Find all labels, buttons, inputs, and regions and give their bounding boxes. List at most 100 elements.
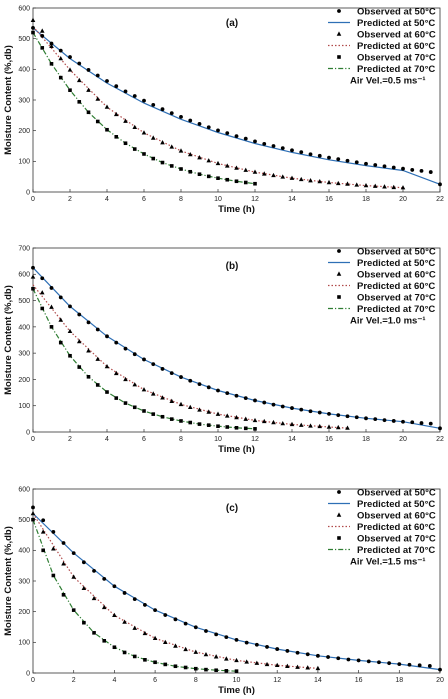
data-point	[169, 417, 174, 421]
data-point	[243, 416, 249, 421]
y-tick-label: 200	[18, 128, 30, 135]
data-point	[410, 420, 415, 425]
data-point	[336, 656, 341, 661]
data-point	[86, 110, 91, 115]
data-point	[49, 325, 54, 329]
x-tick-label: 20	[436, 677, 444, 684]
data-point	[151, 412, 156, 416]
y-tick-label: 100	[18, 403, 30, 410]
data-point	[326, 424, 332, 429]
legend-entry: Observed at 70°C	[357, 292, 436, 303]
data-point	[163, 662, 168, 667]
data-point	[290, 148, 294, 153]
x-tick-label: 12	[273, 677, 281, 684]
data-point	[382, 184, 387, 189]
data-point	[280, 174, 286, 179]
data-point	[327, 155, 331, 160]
data-point	[224, 163, 230, 168]
data-point	[326, 179, 332, 185]
data-point	[113, 370, 119, 376]
plot-area-frame	[32, 247, 441, 433]
legend-marker	[337, 249, 341, 253]
data-point	[354, 160, 359, 165]
data-point	[31, 517, 35, 522]
data-point	[215, 160, 221, 166]
data-point	[169, 398, 175, 403]
data-point	[76, 338, 82, 344]
data-point	[317, 178, 323, 184]
chart-panel-1: 0 100 200 300 400 500 600 0 2 4 6 8 10 12 14 16 18 20 22 Ti…	[3, 5, 444, 215]
air-velocity-annotation: Air Vel.=1.5 ms⁻¹	[350, 556, 426, 567]
data-point	[77, 61, 82, 66]
x-tick-label: 12	[251, 196, 259, 203]
data-point	[95, 356, 101, 361]
data-point	[253, 398, 257, 403]
data-point	[58, 317, 64, 322]
legend-entry: Observed at 60°C	[357, 269, 436, 280]
data-point	[123, 346, 128, 351]
data-point	[143, 603, 147, 607]
data-point	[373, 163, 378, 167]
y-tick-label: 600	[18, 5, 30, 12]
data-point	[243, 180, 248, 185]
data-point	[206, 125, 211, 130]
legend-entry: Predicted at 50°C	[357, 499, 435, 510]
data-point	[354, 415, 359, 420]
data-point	[163, 613, 168, 617]
data-point	[81, 585, 87, 591]
legend-entry: Predicted at 70°C	[357, 304, 435, 315]
data-point	[183, 621, 188, 626]
data-point	[95, 96, 101, 101]
data-point	[197, 382, 202, 387]
data-point	[71, 608, 76, 612]
x-tick-label: 2	[72, 677, 76, 684]
x-tick-label: 0	[31, 436, 35, 443]
data-point	[51, 573, 56, 578]
data-point	[123, 376, 128, 382]
data-point	[213, 654, 219, 659]
data-point	[214, 632, 219, 637]
data-point	[206, 385, 211, 390]
y-tick-label: 200	[18, 609, 30, 616]
data-point	[364, 416, 368, 421]
data-point	[216, 176, 220, 180]
data-point	[290, 406, 294, 410]
legend-entry: Observed at 70°C	[357, 533, 436, 544]
data-point	[151, 362, 156, 367]
legend-entry: Predicted at 50°C	[357, 18, 435, 29]
data-point	[326, 655, 330, 659]
data-point	[428, 421, 433, 426]
data-point	[31, 286, 35, 291]
data-point	[244, 659, 249, 664]
data-point	[105, 79, 109, 83]
data-point	[391, 184, 397, 190]
x-tick-label: 20	[399, 436, 407, 443]
data-point	[345, 425, 350, 430]
data-point	[225, 131, 230, 136]
data-point	[173, 664, 178, 669]
data-point	[142, 98, 146, 103]
data-point	[253, 181, 257, 186]
x-tick-label: 10	[233, 677, 241, 684]
y-tick-label: 300	[18, 578, 30, 585]
data-point	[86, 68, 91, 72]
data-point	[253, 427, 257, 431]
data-point	[58, 56, 64, 61]
data-point	[51, 530, 56, 534]
data-point	[234, 657, 239, 663]
data-point	[61, 561, 66, 566]
data-point	[132, 382, 138, 387]
data-point	[31, 505, 35, 510]
data-point	[49, 41, 54, 46]
x-tick-label: 12	[251, 436, 259, 443]
data-point	[86, 320, 91, 325]
data-point	[305, 652, 310, 657]
data-point	[317, 410, 322, 415]
data-point	[122, 619, 127, 624]
data-point	[81, 560, 86, 565]
data-point	[30, 274, 36, 279]
data-point	[132, 352, 137, 357]
data-point	[183, 665, 188, 670]
data-point	[142, 409, 146, 413]
data-point	[86, 87, 91, 92]
